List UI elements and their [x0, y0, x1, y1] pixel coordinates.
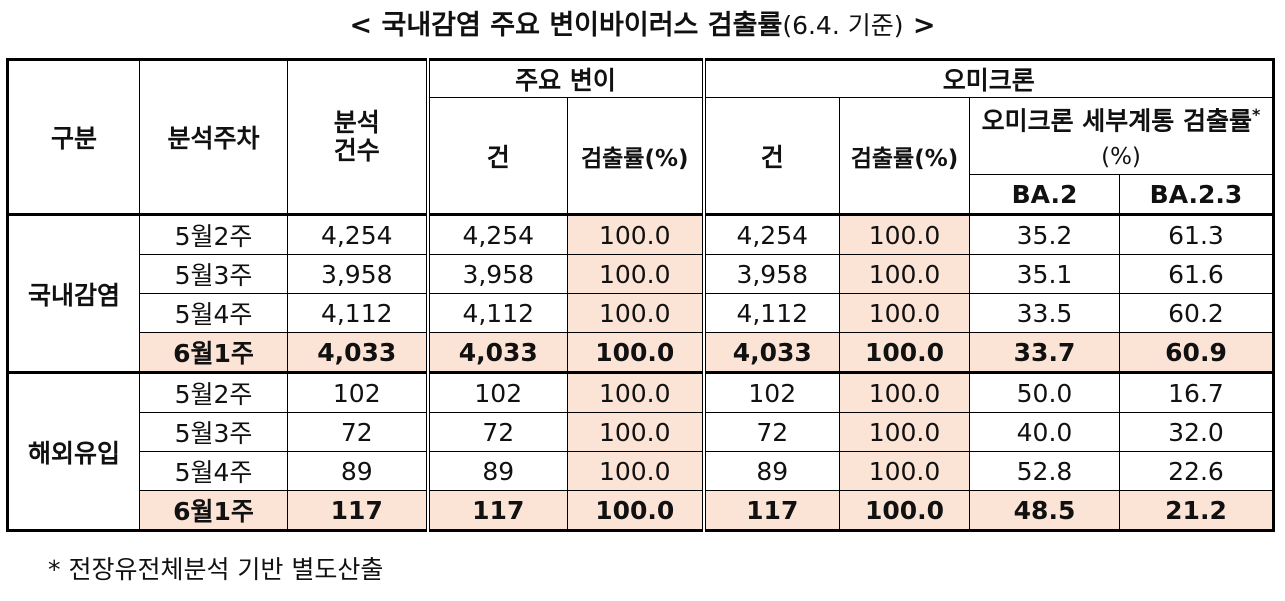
- cell-major-rate: 100.0: [567, 332, 704, 373]
- table-row: 5월4주 4,112 4,112 100.0 4,112 100.0 33.5 …: [8, 293, 1274, 333]
- title-date: (6.4. 기준): [782, 11, 904, 40]
- cell-ba23: 60.2: [1119, 293, 1274, 333]
- cell-major-count: 4,254: [425, 214, 568, 255]
- cell-omicron-count: 4,254: [701, 214, 840, 255]
- cell-omicron-rate: 100.0: [839, 451, 970, 491]
- cell-week: 5월4주: [139, 293, 288, 333]
- header-major-count: 건: [425, 97, 568, 215]
- header-category: 구분: [7, 59, 140, 215]
- table-row: 5월4주 89 89 100.0 89 100.0 52.8 22.6: [8, 451, 1274, 491]
- cell-week: 5월2주: [139, 372, 288, 413]
- header-ba2: BA.2: [969, 174, 1120, 215]
- cell-major-rate: 100.0: [567, 254, 704, 294]
- cell-week: 5월4주: [139, 451, 288, 491]
- cell-ba23: 60.9: [1119, 332, 1274, 373]
- cell-week: 5월2주: [139, 214, 288, 255]
- cell-week: 5월3주: [139, 254, 288, 294]
- cell-ba2: 35.2: [969, 214, 1120, 255]
- cell-analysis: 117: [287, 490, 428, 531]
- cell-week: 5월3주: [139, 412, 288, 452]
- table-row: 국내감염 5월2주 4,254 4,254 100.0 4,254 100.0 …: [7, 214, 1274, 373]
- cell-analysis: 102: [287, 372, 428, 413]
- cell-ba23: 16.7: [1119, 372, 1274, 413]
- footnote: * 전장유전체분석 기반 별도산출: [48, 555, 384, 584]
- cell-omicron-count: 72: [701, 412, 840, 452]
- cell-omicron-count: 4,112: [701, 293, 840, 333]
- cell-analysis: 3,958: [287, 254, 428, 294]
- cell-week: 6월1주: [139, 490, 288, 531]
- title-main: < 국내감염 주요 변이바이러스 검출률: [349, 10, 783, 41]
- cell-omicron-count: 117: [701, 490, 840, 531]
- cell-major-rate: 100.0: [567, 214, 704, 255]
- cell-ba23: 61.6: [1119, 254, 1274, 294]
- cell-analysis: 4,254: [287, 214, 428, 255]
- table-row-total: 6월1주 4,033 4,033 100.0 4,033 100.0 33.7 …: [8, 332, 1274, 373]
- cell-ba2: 52.8: [969, 451, 1120, 491]
- cell-week: 6월1주: [139, 332, 288, 373]
- header-subtype-rate-label: 오미크론 세부계통 검출률: [981, 106, 1253, 136]
- table-title: < 국내감염 주요 변이바이러스 검출률(6.4. 기준) >: [0, 4, 1285, 48]
- cell-analysis: 4,033: [287, 332, 428, 373]
- cell-analysis: 72: [287, 412, 428, 452]
- cell-ba2: 40.0: [969, 412, 1120, 452]
- cell-omicron-rate: 100.0: [839, 332, 970, 373]
- table-row: 5월3주 72 72 100.0 72 100.0 40.0 32.0: [8, 412, 1274, 452]
- cell-omicron-rate: 100.0: [839, 214, 970, 255]
- table-row: 5월3주 3,958 3,958 100.0 3,958 100.0 35.1 …: [8, 254, 1274, 294]
- group-imported: 해외유입: [7, 372, 140, 531]
- header-major-variant: 주요 변이: [425, 59, 704, 98]
- header-analysis-count-label: 분석 건수: [333, 108, 380, 165]
- group-domestic: 국내감염: [7, 214, 140, 373]
- cell-omicron-rate: 100.0: [839, 293, 970, 333]
- cell-major-count: 3,958: [425, 254, 568, 294]
- cell-ba2: 48.5: [969, 490, 1120, 531]
- header-omicron-count: 건: [701, 97, 840, 215]
- cell-omicron-count: 4,033: [701, 332, 840, 373]
- header-omicron: 오미크론: [701, 59, 1274, 98]
- cell-major-count: 4,033: [425, 332, 568, 373]
- header-subtype-rate: 오미크론 세부계통 검출률* (%): [969, 97, 1274, 175]
- header-major-rate: 검출률(%): [567, 97, 704, 215]
- header-omicron-rate: 검출률(%): [839, 97, 970, 215]
- cell-analysis: 89: [287, 451, 428, 491]
- header-subtype-rate-mark: *: [1252, 105, 1261, 125]
- cell-major-count: 102: [425, 372, 568, 413]
- header-analysis-count: 분석 건수: [287, 59, 428, 215]
- cell-ba2: 50.0: [969, 372, 1120, 413]
- cell-ba2: 33.7: [969, 332, 1120, 373]
- cell-major-rate: 100.0: [567, 293, 704, 333]
- cell-major-count: 72: [425, 412, 568, 452]
- cell-ba23: 61.3: [1119, 214, 1274, 255]
- cell-major-rate: 100.0: [567, 490, 704, 531]
- table-row: 해외유입 5월2주 102 102 100.0 102 100.0 50.0 1…: [7, 372, 1274, 531]
- cell-ba2: 33.5: [969, 293, 1120, 333]
- cell-omicron-rate: 100.0: [839, 412, 970, 452]
- cell-omicron-count: 89: [701, 451, 840, 491]
- cell-major-count: 4,112: [425, 293, 568, 333]
- header-subtype-rate-unit: (%): [1101, 143, 1141, 170]
- variant-detection-table: 구분 분석주차 분석 건수 주요 변이 오미크론 건 검출률(%) 건 검출률(…: [6, 58, 1275, 532]
- cell-ba23: 21.2: [1119, 490, 1274, 531]
- title-end: >: [903, 10, 936, 41]
- cell-omicron-rate: 100.0: [839, 490, 970, 531]
- cell-major-rate: 100.0: [567, 451, 704, 491]
- cell-omicron-rate: 100.0: [839, 372, 970, 413]
- cell-ba2: 35.1: [969, 254, 1120, 294]
- cell-major-rate: 100.0: [567, 372, 704, 413]
- header-week: 분석주차: [139, 59, 288, 215]
- cell-ba23: 22.6: [1119, 451, 1274, 491]
- cell-omicron-count: 3,958: [701, 254, 840, 294]
- cell-major-rate: 100.0: [567, 412, 704, 452]
- cell-major-count: 117: [425, 490, 568, 531]
- header-ba23: BA.2.3: [1119, 174, 1274, 215]
- cell-analysis: 4,112: [287, 293, 428, 333]
- cell-major-count: 89: [425, 451, 568, 491]
- cell-ba23: 32.0: [1119, 412, 1274, 452]
- table-row-total: 6월1주 117 117 100.0 117 100.0 48.5 21.2: [8, 490, 1274, 531]
- cell-omicron-rate: 100.0: [839, 254, 970, 294]
- cell-omicron-count: 102: [701, 372, 840, 413]
